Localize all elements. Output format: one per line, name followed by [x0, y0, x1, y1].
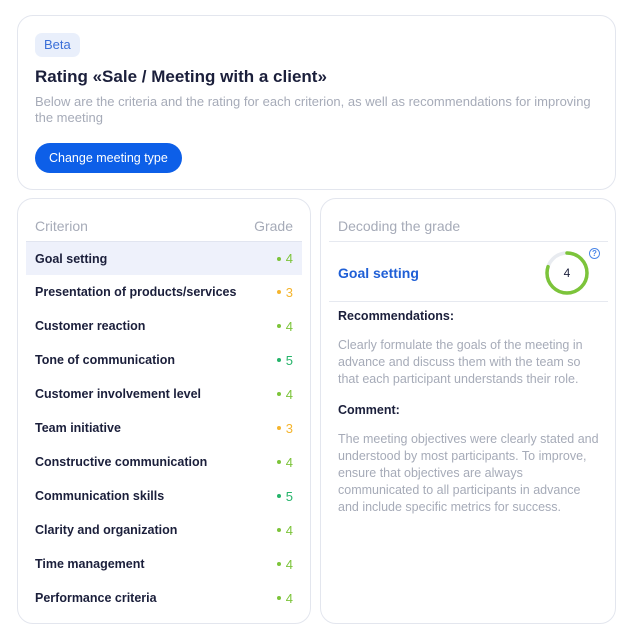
- criterion-row[interactable]: Time management 4: [26, 547, 302, 581]
- criterion-label: Constructive communication: [35, 455, 208, 469]
- criterion-label: Customer reaction: [35, 319, 146, 333]
- criterion-label: Customer involvement level: [35, 387, 202, 401]
- selected-criterion-title: Goal setting: [338, 265, 419, 281]
- grade-dot-icon: [276, 494, 281, 498]
- criterion-column-header: Criterion: [35, 218, 88, 234]
- grade-indicator: 4: [276, 590, 293, 606]
- criteria-card: Criterion Grade Goal setting 4 Presentatio…: [17, 198, 311, 624]
- criterion-row[interactable]: Goal setting 4: [26, 241, 302, 275]
- grade-value: 4: [285, 318, 293, 334]
- change-meeting-type-button[interactable]: Change meeting type: [35, 143, 182, 173]
- criterion-row[interactable]: Customer reaction 4: [26, 309, 302, 343]
- comment-label: Comment:: [338, 403, 400, 417]
- grade-dot-icon: [276, 528, 281, 532]
- criterion-label: Tone of communication: [35, 353, 176, 367]
- grade-value: 5: [285, 488, 293, 504]
- grade-value: 5: [285, 352, 293, 368]
- grade-decoding-card: Decoding the grade Goal setting 4 ? Reco…: [320, 198, 616, 624]
- grade-dot-icon: [276, 324, 281, 328]
- page-subtitle: Below are the criteria and the rating fo…: [35, 94, 591, 125]
- grade-value: 4: [285, 386, 293, 402]
- question-circle-icon[interactable]: ?: [589, 248, 600, 259]
- grade-value: 4: [285, 590, 293, 606]
- grade-indicator: 4: [276, 454, 293, 470]
- grade-value: 4: [285, 251, 293, 266]
- grade-dot-icon: [276, 426, 281, 430]
- page-title: Rating «Sale / Meeting with a client»: [35, 67, 327, 86]
- meeting-rating-header-card: Beta Rating «Sale / Meeting with a clien…: [17, 15, 616, 190]
- criterion-label: Clarity and organization: [35, 523, 178, 537]
- recommendations-label: Recommendations:: [338, 309, 454, 323]
- criteria-list: Goal setting 4 Presentation of products/se…: [26, 241, 302, 615]
- criterion-row[interactable]: Performance criteria 4: [26, 581, 302, 615]
- decoding-header: Decoding the grade: [338, 218, 461, 234]
- divider: [329, 241, 608, 242]
- criterion-row[interactable]: Communication skills 5: [26, 479, 302, 513]
- grade-dot-icon: [276, 290, 281, 294]
- criterion-label: Communication skills: [35, 489, 165, 503]
- grade-value: 3: [285, 420, 293, 436]
- grade-indicator: 4: [276, 522, 293, 538]
- grade-indicator: 4: [276, 251, 293, 266]
- criterion-row[interactable]: Team initiative 3: [26, 411, 302, 445]
- grade-dot-icon: [276, 596, 281, 600]
- grade-value: 4: [285, 556, 293, 572]
- criterion-label: Time management: [35, 557, 145, 571]
- comment-text: The meeting objectives were clearly stat…: [338, 432, 599, 514]
- criterion-label: Presentation of products/services: [35, 285, 237, 299]
- criterion-label: Team initiative: [35, 421, 121, 435]
- grade-dot-icon: [276, 562, 281, 566]
- grade-dot-icon: [276, 358, 281, 362]
- grade-value: 4: [285, 454, 293, 470]
- grade-indicator: 4: [276, 556, 293, 572]
- criterion-row[interactable]: Customer involvement level 4: [26, 377, 302, 411]
- beta-badge: Beta: [35, 33, 80, 57]
- grade-dot-icon: [276, 460, 281, 464]
- divider: [329, 301, 608, 302]
- grade-value: 3: [285, 284, 293, 300]
- recommendations-text: Clearly formulate the goals of the meeti…: [338, 338, 583, 386]
- criterion-label: Goal setting: [35, 251, 108, 266]
- score-ring: [545, 251, 589, 295]
- grade-indicator: 4: [276, 318, 293, 334]
- criterion-row[interactable]: Constructive communication 4: [26, 445, 302, 479]
- criterion-row[interactable]: Presentation of products/services 3: [26, 275, 302, 309]
- grade-indicator: 5: [276, 488, 293, 504]
- score-value: 4: [563, 266, 571, 280]
- grade-indicator: 5: [276, 352, 293, 368]
- grade-indicator: 3: [276, 420, 293, 436]
- grade-value: 4: [285, 522, 293, 538]
- criterion-row[interactable]: Tone of communication 5: [26, 343, 302, 377]
- grade-indicator: 3: [276, 284, 293, 300]
- grade-dot-icon: [276, 256, 281, 261]
- grade-dot-icon: [276, 392, 281, 396]
- criterion-label: Performance criteria: [35, 591, 157, 605]
- grade-column-header: Grade: [254, 218, 293, 234]
- grade-indicator: 4: [276, 386, 293, 402]
- criterion-row[interactable]: Clarity and organization 4: [26, 513, 302, 547]
